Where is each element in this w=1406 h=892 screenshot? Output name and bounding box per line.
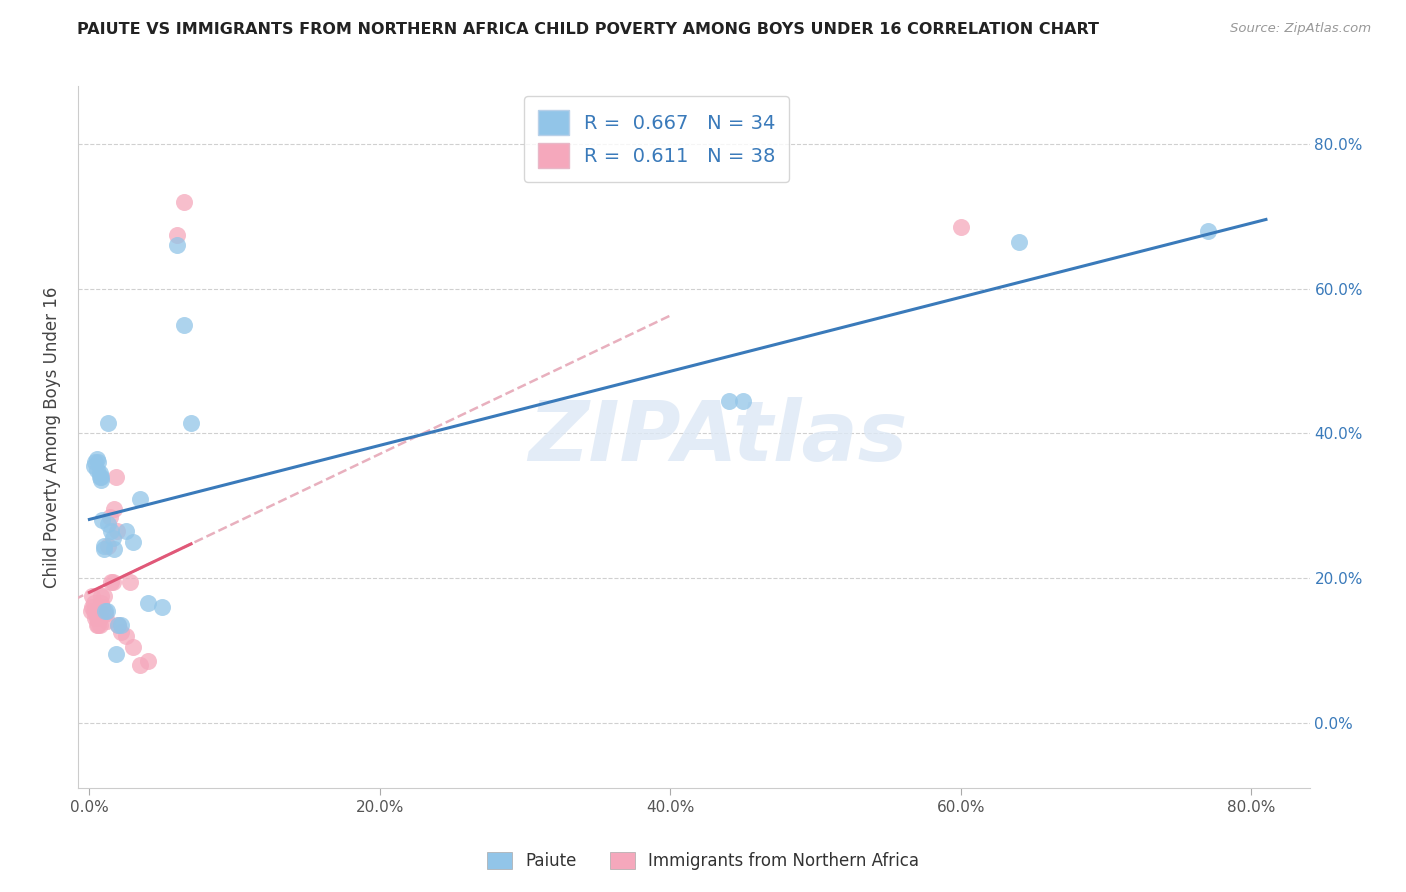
Point bbox=[120, 574, 142, 589]
Point bbox=[122, 535, 145, 549]
Point bbox=[87, 455, 110, 469]
Point bbox=[136, 654, 159, 668]
Point bbox=[98, 509, 121, 524]
Point bbox=[1008, 235, 1031, 249]
Point bbox=[82, 599, 104, 614]
Text: ZIPAtlas: ZIPAtlas bbox=[529, 397, 908, 477]
Point bbox=[90, 589, 112, 603]
Point bbox=[104, 470, 127, 484]
Point bbox=[717, 393, 740, 408]
Point bbox=[84, 604, 107, 618]
Point bbox=[89, 611, 111, 625]
Point bbox=[129, 657, 152, 672]
Point bbox=[91, 513, 114, 527]
Point bbox=[87, 611, 110, 625]
Point bbox=[83, 604, 105, 618]
Point bbox=[96, 615, 118, 629]
Point bbox=[103, 542, 125, 557]
Point bbox=[91, 599, 114, 614]
Point bbox=[150, 599, 173, 614]
Point bbox=[80, 604, 103, 618]
Point bbox=[103, 502, 125, 516]
Point bbox=[90, 470, 112, 484]
Point bbox=[100, 524, 122, 538]
Point bbox=[107, 618, 129, 632]
Point bbox=[93, 539, 115, 553]
Point bbox=[97, 516, 120, 531]
Point bbox=[84, 611, 107, 625]
Point bbox=[87, 618, 110, 632]
Point bbox=[114, 629, 136, 643]
Point bbox=[83, 596, 105, 610]
Point bbox=[1197, 224, 1219, 238]
Point bbox=[136, 596, 159, 610]
Text: PAIUTE VS IMMIGRANTS FROM NORTHERN AFRICA CHILD POVERTY AMONG BOYS UNDER 16 CORR: PAIUTE VS IMMIGRANTS FROM NORTHERN AFRIC… bbox=[77, 22, 1099, 37]
Point bbox=[84, 455, 107, 469]
Point bbox=[166, 227, 188, 242]
Point bbox=[114, 524, 136, 538]
Point bbox=[100, 574, 122, 589]
Point bbox=[173, 195, 195, 210]
Point bbox=[91, 607, 114, 622]
Point bbox=[110, 625, 132, 640]
Point bbox=[94, 607, 117, 622]
Point bbox=[101, 574, 124, 589]
Point bbox=[87, 604, 110, 618]
Point bbox=[83, 458, 105, 473]
Point bbox=[166, 238, 188, 252]
Point bbox=[105, 524, 128, 538]
Point bbox=[101, 531, 124, 545]
Point bbox=[93, 542, 115, 557]
Point bbox=[89, 618, 111, 632]
Text: Source: ZipAtlas.com: Source: ZipAtlas.com bbox=[1230, 22, 1371, 36]
Point bbox=[949, 220, 972, 235]
Point bbox=[89, 467, 111, 481]
Point bbox=[86, 611, 108, 625]
Point bbox=[86, 451, 108, 466]
Point bbox=[180, 416, 202, 430]
Point bbox=[82, 589, 104, 603]
Point bbox=[731, 393, 754, 408]
Point bbox=[94, 604, 117, 618]
Legend: Paiute, Immigrants from Northern Africa: Paiute, Immigrants from Northern Africa bbox=[479, 845, 927, 877]
Point bbox=[86, 618, 108, 632]
Point bbox=[122, 640, 145, 654]
Point bbox=[86, 462, 108, 476]
Point bbox=[89, 470, 111, 484]
Point bbox=[90, 596, 112, 610]
Y-axis label: Child Poverty Among Boys Under 16: Child Poverty Among Boys Under 16 bbox=[44, 286, 60, 588]
Point bbox=[97, 539, 120, 553]
Point bbox=[96, 604, 118, 618]
Point bbox=[110, 618, 132, 632]
Legend: R =  0.667   N = 34, R =  0.611   N = 38: R = 0.667 N = 34, R = 0.611 N = 38 bbox=[524, 96, 789, 182]
Point bbox=[90, 474, 112, 488]
Point bbox=[173, 318, 195, 332]
Point bbox=[104, 647, 127, 661]
Point bbox=[97, 416, 120, 430]
Point bbox=[93, 589, 115, 603]
Point bbox=[129, 491, 152, 506]
Point bbox=[107, 618, 129, 632]
